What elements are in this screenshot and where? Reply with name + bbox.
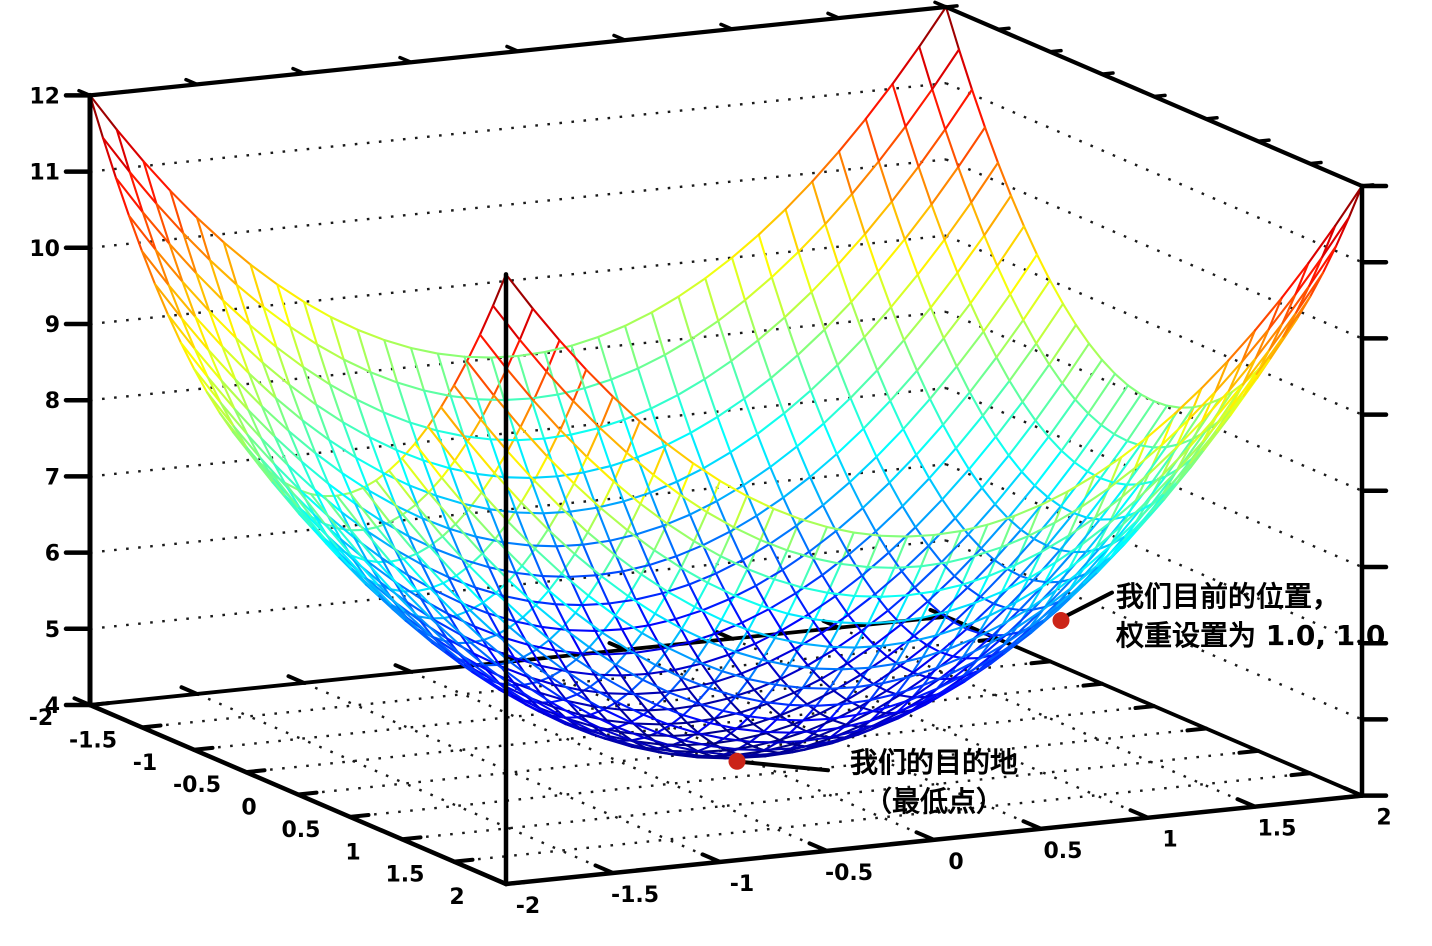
tick-label: 9 [45, 313, 60, 338]
tick-label: 0.5 [1044, 839, 1083, 864]
tick-label: -0.5 [825, 861, 873, 886]
tick-label: -1.5 [69, 728, 117, 753]
tick-label: 2 [1376, 806, 1391, 831]
tick-label: 1 [1162, 828, 1177, 853]
tick-label: -1 [133, 751, 157, 776]
annotation-destination: 我们的目的地 （最低点） [816, 743, 1052, 821]
wireframe-mesh [88, 5, 1364, 760]
annotation-current-position-line2: 权重设置为 1.0, 1.0 [1116, 619, 1386, 652]
tick-label: -2 [29, 706, 53, 731]
annotation-current-position: 我们目前的位置， 权重设置为 1.0, 1.0 [1116, 577, 1385, 655]
tick-label: 2 [449, 885, 464, 910]
tick-label: -1.5 [611, 883, 659, 908]
tick-label: 7 [45, 465, 60, 490]
tick-label: -2 [516, 894, 540, 919]
axis-ticks [63, 0, 1389, 886]
annotation-point-marker [1052, 612, 1070, 630]
tick-label: 1 [345, 840, 360, 865]
tick-label: 12 [29, 84, 60, 109]
tick-label: -1 [730, 872, 754, 897]
annotation-current-position-line1: 我们目前的位置， [1116, 580, 1341, 613]
tick-label: 5 [45, 618, 60, 643]
tick-label: 11 [29, 161, 60, 186]
tick-label: 10 [29, 237, 60, 262]
tick-label: 0.5 [282, 818, 321, 843]
annotation-markers [728, 590, 1114, 773]
tick-label: 4 [45, 694, 60, 719]
tick-label: 6 [45, 542, 60, 567]
tick-label: -0.5 [173, 773, 221, 798]
annotation-point-marker [728, 752, 746, 770]
tick-label: 1.5 [386, 863, 425, 888]
annotation-destination-line2: （最低点） [863, 785, 1004, 818]
tick-label: 1.5 [1258, 817, 1297, 842]
tick-label: 0 [948, 850, 963, 875]
tick-label: 0 [241, 796, 256, 821]
tick-label: 8 [45, 389, 60, 414]
annotation-destination-line1: 我们的目的地 [849, 746, 1018, 779]
floor-gridlines [141, 626, 1311, 875]
